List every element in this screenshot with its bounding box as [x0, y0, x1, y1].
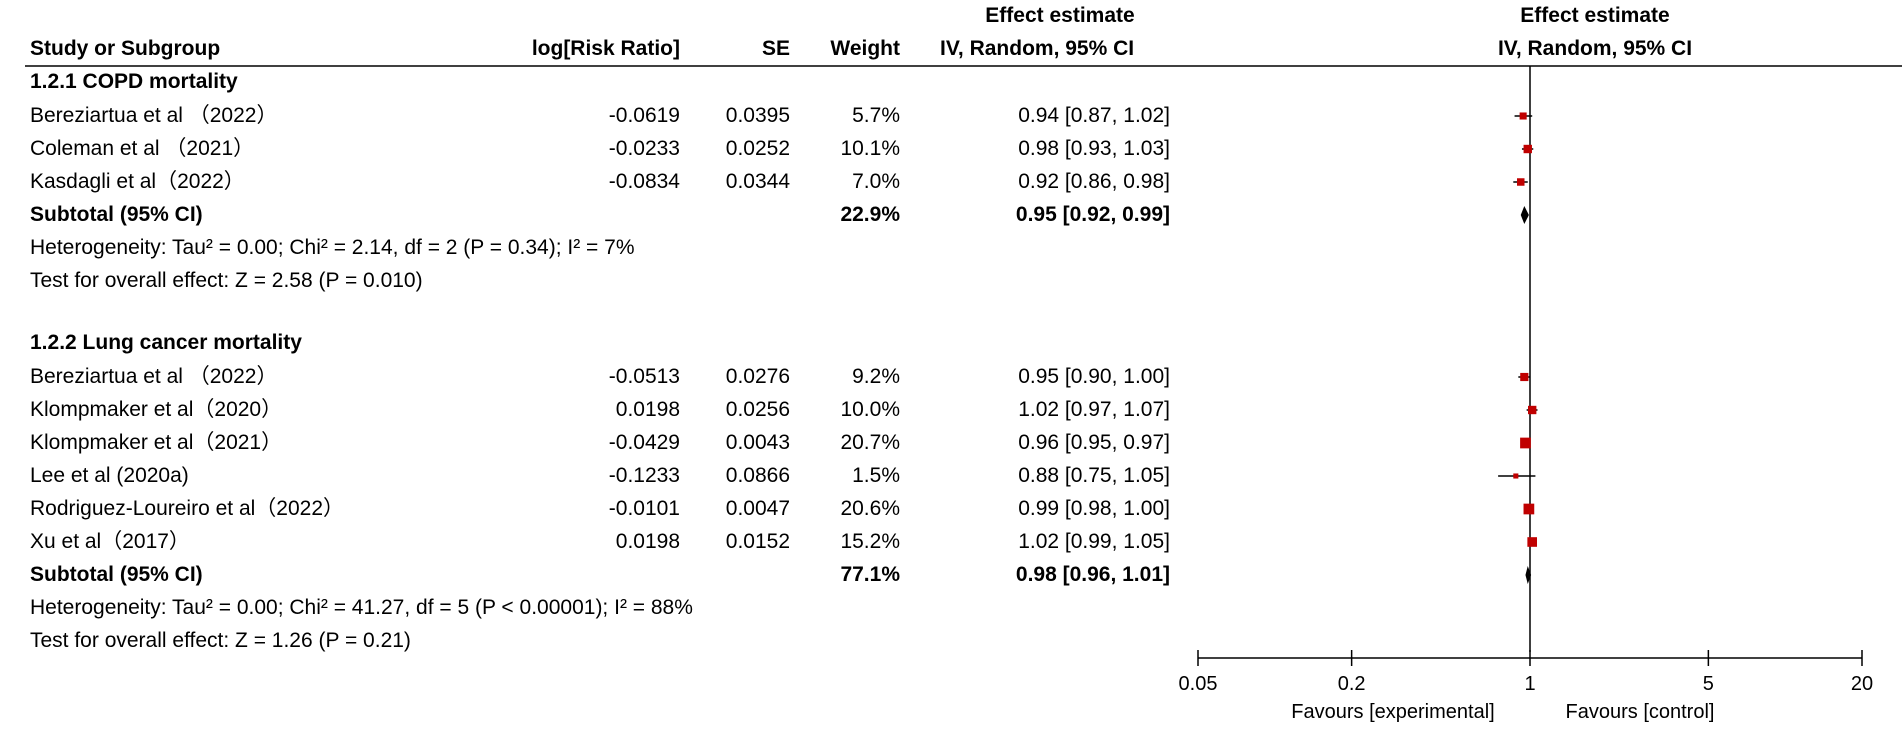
study-point	[1517, 178, 1525, 186]
study-markers	[1498, 112, 1538, 584]
logrr-value: -0.0834	[608, 170, 680, 193]
logrr-value: -0.0513	[608, 365, 680, 388]
effect-ci-header: IV, Random, 95% CI	[940, 37, 1135, 60]
subtotal-diamond	[1525, 566, 1532, 584]
favours-control-label: Favours [control]	[1566, 701, 1715, 723]
study-point	[1527, 537, 1538, 547]
x-axis-ticks: 0.05 0.2 1 5 20	[1179, 650, 1873, 695]
ci-value: 0.94 [0.87, 1.02]	[1018, 104, 1170, 127]
se-value: 0.0344	[725, 170, 790, 193]
weight-value: 9.2%	[852, 365, 900, 388]
ci-value: 1.02 [0.97, 1.07]	[1018, 398, 1170, 421]
overall-effect-text: Test for overall effect: Z = 2.58 (P = 0…	[30, 269, 423, 292]
ci-value: 0.95 [0.90, 1.00]	[1018, 365, 1170, 388]
ci-value: 1.02 [0.99, 1.05]	[1018, 530, 1170, 553]
logrr-value: -0.0429	[608, 431, 680, 454]
study-column-header: Study or Subgroup	[30, 37, 221, 60]
study-point	[1523, 503, 1535, 515]
ci-value: 0.99 [0.98, 1.00]	[1018, 497, 1170, 520]
favours-experimental-label: Favours [experimental]	[1291, 701, 1494, 723]
x-tick-label: 1	[1524, 673, 1535, 695]
x-tick-label: 20	[1851, 673, 1873, 695]
study-point	[1519, 112, 1527, 120]
weight-value: 10.0%	[840, 398, 900, 421]
overall-effect-text: Test for overall effect: Z = 1.26 (P = 0…	[30, 629, 411, 652]
weight-value: 20.6%	[840, 497, 900, 520]
subtotal-ci: 0.95 [0.92, 0.99]	[1015, 203, 1170, 226]
plot-header: Effect estimate	[1520, 4, 1670, 27]
se-value: 0.0252	[725, 137, 790, 160]
x-tick-label: 0.2	[1338, 673, 1366, 695]
logrr-value: -0.1233	[608, 464, 680, 487]
study-point	[1520, 372, 1529, 382]
study-name: Klompmaker et al（2020）	[30, 398, 283, 421]
study-point	[1520, 437, 1531, 449]
plot-ci-header: IV, Random, 95% CI	[1497, 37, 1693, 60]
weight-value: 20.7%	[840, 431, 900, 454]
se-value: 0.0395	[725, 104, 790, 127]
study-name: Xu et al（2017）	[30, 530, 190, 553]
weight-value: 10.1%	[840, 137, 900, 160]
se-value: 0.0043	[725, 431, 790, 454]
study-point	[1523, 144, 1532, 154]
ci-value: 0.96 [0.95, 0.97]	[1018, 431, 1170, 454]
subtotal-label: Subtotal (95% CI)	[30, 203, 203, 226]
study-name: Bereziartua et al （2022）	[30, 104, 278, 127]
study-name: Coleman et al （2021）	[30, 137, 255, 160]
subtotal-diamond	[1520, 206, 1529, 224]
se-value: 0.0256	[725, 398, 790, 421]
se-value: 0.0047	[725, 497, 790, 520]
se-value: 0.0152	[725, 530, 790, 553]
ci-value: 0.88 [0.75, 1.05]	[1018, 464, 1170, 487]
logrr-value: -0.0619	[608, 104, 680, 127]
study-point	[1528, 405, 1537, 415]
study-name: Klompmaker et al（2021）	[30, 431, 283, 454]
weight-value: 7.0%	[852, 170, 900, 193]
logrr-column-header: log[Risk Ratio]	[531, 37, 680, 60]
study-name: Bereziartua et al （2022）	[30, 365, 278, 388]
study-name: Rodriguez-Loureiro et al（2022）	[30, 497, 345, 520]
weight-column-header: Weight	[830, 37, 900, 60]
subtotal-weight: 77.1%	[840, 563, 900, 586]
se-value: 0.0276	[725, 365, 790, 388]
heterogeneity-text: Heterogeneity: Tau² = 0.00; Chi² = 2.14,…	[30, 236, 635, 259]
ci-value: 0.98 [0.93, 1.03]	[1018, 137, 1170, 160]
group-title: 1.2.1 COPD mortality	[30, 70, 238, 93]
se-value: 0.0866	[725, 464, 790, 487]
logrr-value: 0.0198	[615, 530, 680, 553]
study-name: Lee et al (2020a)	[30, 464, 189, 487]
heterogeneity-text: Heterogeneity: Tau² = 0.00; Chi² = 41.27…	[30, 596, 693, 619]
x-tick-label: 5	[1703, 673, 1714, 695]
weight-value: 15.2%	[840, 530, 900, 553]
study-point	[1513, 473, 1519, 479]
weight-value: 1.5%	[852, 464, 900, 487]
logrr-value: 0.0198	[615, 398, 680, 421]
ci-value: 0.92 [0.86, 0.98]	[1018, 170, 1170, 193]
subtotal-weight: 22.9%	[840, 203, 900, 226]
weight-value: 5.7%	[852, 104, 900, 127]
group-title: 1.2.2 Lung cancer mortality	[30, 331, 302, 354]
x-tick-label: 0.05	[1179, 673, 1218, 695]
study-name: Kasdagli et al（2022）	[30, 170, 245, 193]
subtotal-label: Subtotal (95% CI)	[30, 563, 203, 586]
logrr-value: -0.0233	[608, 137, 680, 160]
logrr-value: -0.0101	[608, 497, 680, 520]
se-column-header: SE	[761, 37, 790, 60]
subtotal-ci: 0.98 [0.96, 1.01]	[1015, 563, 1170, 586]
effect-estimate-header: Effect estimate	[985, 4, 1135, 27]
